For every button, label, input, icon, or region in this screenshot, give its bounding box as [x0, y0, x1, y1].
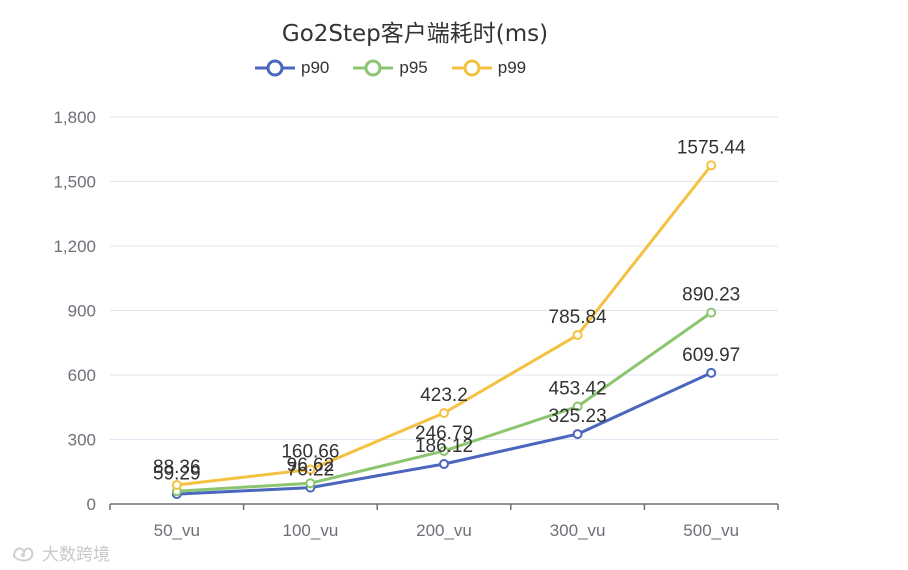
data-label-p90: 186.12 — [415, 436, 473, 457]
y-tick-label: 600 — [68, 366, 96, 385]
data-label-p99: 160.66 — [281, 441, 339, 462]
data-point-p95[interactable] — [572, 401, 583, 412]
chart-legend: p90 p95 p99 — [255, 58, 526, 78]
data-point-p95[interactable] — [305, 478, 316, 489]
data-point-p99[interactable] — [572, 330, 583, 341]
data-point-p90[interactable] — [706, 367, 717, 378]
legend-item-p99[interactable]: p99 — [451, 58, 527, 78]
data-point-p99[interactable] — [439, 408, 449, 419]
data-label-p99: 88.36 — [153, 457, 201, 478]
x-tick-label: 100_vu — [283, 521, 339, 540]
data-label-p95: 96.62 — [287, 455, 335, 476]
data-label-p99: 1575.44 — [677, 137, 746, 158]
x-tick-label: 500_vu — [683, 521, 739, 540]
data-label-p95: 59.29 — [153, 463, 201, 484]
data-label-p90: 325.23 — [549, 406, 607, 427]
x-tick-label: 300_vu — [550, 521, 606, 540]
x-tick-label: 50_vu — [154, 521, 200, 540]
data-label-p95: 246.79 — [415, 423, 473, 444]
y-tick-label: 1,200 — [53, 237, 96, 256]
data-label-p99: 423.2 — [420, 385, 468, 406]
legend-item-p95[interactable]: p95 — [353, 58, 428, 78]
watermark: 大数跨境 — [10, 540, 110, 565]
data-point-p99[interactable] — [706, 160, 717, 171]
legend-marker-icon — [353, 59, 394, 77]
data-point-p95[interactable] — [439, 445, 449, 456]
y-tick-label: 0 — [87, 495, 96, 514]
chart-title: Go2Step客户端耗时(ms) — [281, 21, 549, 47]
legend-marker-icon — [451, 59, 492, 77]
data-label-p95: 890.23 — [682, 285, 740, 306]
data-label-p99: 785.84 — [549, 307, 608, 328]
data-point-p90[interactable] — [572, 429, 583, 440]
watermark-text: 大数跨境 — [42, 545, 110, 565]
data-point-p95[interactable] — [706, 307, 717, 318]
y-tick-label: 900 — [68, 302, 96, 321]
data-point-p99[interactable] — [305, 464, 316, 475]
x-tick-label: 200_vu — [416, 521, 472, 540]
legend-label: p90 — [301, 58, 330, 77]
legend-label: p95 — [399, 58, 428, 77]
y-tick-label: 1,800 — [53, 108, 96, 127]
data-label-p95: 453.42 — [549, 379, 607, 400]
legend-label: p99 — [497, 58, 527, 77]
legend-marker-icon — [255, 59, 295, 77]
legend-item-p90[interactable]: p90 — [255, 58, 329, 78]
data-label-p90: 76.22 — [287, 460, 335, 481]
y-tick-label: 300 — [68, 431, 96, 450]
y-tick-label: 1,500 — [53, 173, 96, 192]
data-point-p99[interactable] — [171, 480, 182, 491]
watermark-logo-icon — [12, 547, 34, 561]
data-point-p90[interactable] — [439, 458, 449, 469]
data-label-p90: 609.97 — [682, 345, 740, 366]
